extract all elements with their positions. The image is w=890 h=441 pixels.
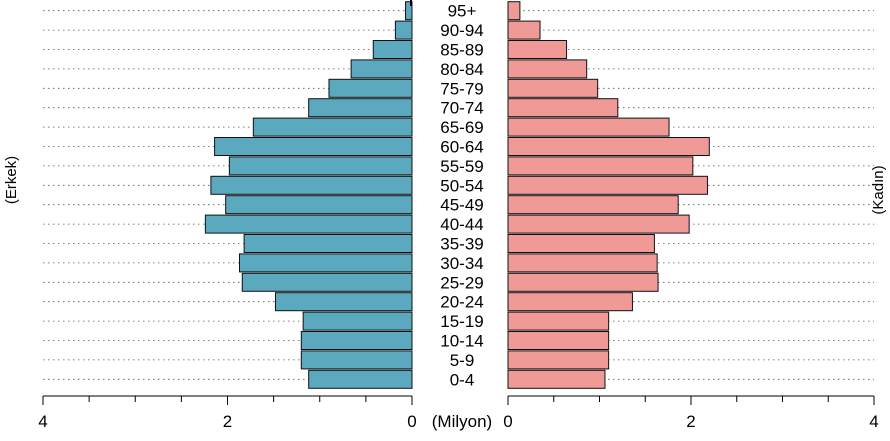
male-bar-75-79 [328, 78, 413, 98]
female-bar-15-19 [507, 311, 610, 331]
age-group-label: 30-34 [440, 254, 483, 273]
age-group-label: 15-19 [440, 312, 483, 331]
female-bar-35-39 [507, 234, 655, 253]
bars [204, 1, 710, 389]
male-bar-30-34 [238, 253, 413, 273]
male-bar-95+ [405, 1, 413, 21]
female-bar-95+ [507, 1, 521, 21]
female-bar-40-44 [507, 214, 690, 234]
age-group-label: 40-44 [440, 215, 483, 234]
female-bar-65-69 [507, 117, 670, 137]
female-bar-30-34 [507, 253, 658, 273]
left-series-label: (Erkek) [3, 156, 20, 204]
male-bar-40-44 [204, 214, 413, 234]
female-bar-50-54 [507, 175, 708, 195]
age-group-label: 45-49 [440, 196, 483, 215]
left-x-tick-label: 4 [38, 412, 47, 431]
male-bar-70-74 [308, 98, 413, 118]
female-bar-70-74 [507, 98, 619, 118]
male-bar-45-49 [225, 195, 413, 215]
female-bar-80-84 [507, 59, 588, 79]
age-labels: 0-45-910-1415-1920-2425-2930-3435-3940-4… [440, 2, 483, 390]
female-bar-85-89 [507, 40, 568, 59]
age-group-label: 35-39 [440, 235, 483, 254]
female-bar-90-94 [507, 20, 541, 40]
male-bar-25-29 [241, 272, 413, 292]
female-bar-55-59 [507, 156, 694, 176]
age-group-label: 80-84 [440, 60, 483, 79]
left-x-tick-label: 2 [223, 412, 232, 431]
male-bar-85-89 [372, 40, 413, 59]
age-group-label: 60-64 [440, 138, 483, 157]
age-group-label: 95+ [448, 2, 477, 21]
age-group-label: 5-9 [450, 351, 475, 370]
age-group-label: 90-94 [440, 21, 483, 40]
male-bar-5-9 [300, 350, 413, 370]
male-bar-90-94 [394, 20, 413, 40]
female-bar-25-29 [507, 272, 659, 292]
age-group-label: 85-89 [440, 41, 483, 60]
x-axis-unit-label: (Milyon) [432, 412, 492, 431]
age-group-label: 55-59 [440, 157, 483, 176]
age-group-label: 25-29 [440, 273, 483, 292]
male-bar-55-59 [228, 156, 413, 176]
age-group-label: 70-74 [440, 99, 483, 118]
female-bar-20-24 [507, 292, 633, 312]
male-bar-10-14 [300, 331, 413, 350]
male-bar-50-54 [210, 175, 413, 195]
male-bar-15-19 [302, 311, 413, 331]
left-x-tick-label: 0 [407, 412, 416, 431]
right-x-tick-label: 4 [869, 412, 878, 431]
male-bar-60-64 [214, 137, 413, 156]
right-series-label: (Kadın) [870, 165, 887, 214]
female-bar-75-79 [507, 78, 599, 98]
male-bar-20-24 [274, 292, 413, 312]
right-x-tick-label: 0 [503, 412, 512, 431]
female-bar-10-14 [507, 331, 610, 350]
age-group-label: 10-14 [440, 332, 483, 351]
age-group-label: 65-69 [440, 118, 483, 137]
female-bar-45-49 [507, 195, 679, 215]
age-group-label: 75-79 [440, 79, 483, 98]
male-bar-0-4 [308, 369, 413, 389]
female-bar-5-9 [507, 350, 610, 370]
male-bar-80-84 [350, 59, 413, 79]
female-bar-0-4 [507, 369, 606, 389]
age-group-label: 50-54 [440, 176, 483, 195]
age-group-label: 0-4 [450, 370, 475, 389]
male-bar-65-69 [252, 117, 413, 137]
right-x-tick-label: 2 [686, 412, 695, 431]
male-bar-35-39 [243, 234, 413, 253]
age-group-label: 20-24 [440, 293, 483, 312]
x-axes: 4 2 0 0 2 4 [38, 0, 879, 431]
female-bar-60-64 [507, 137, 710, 156]
